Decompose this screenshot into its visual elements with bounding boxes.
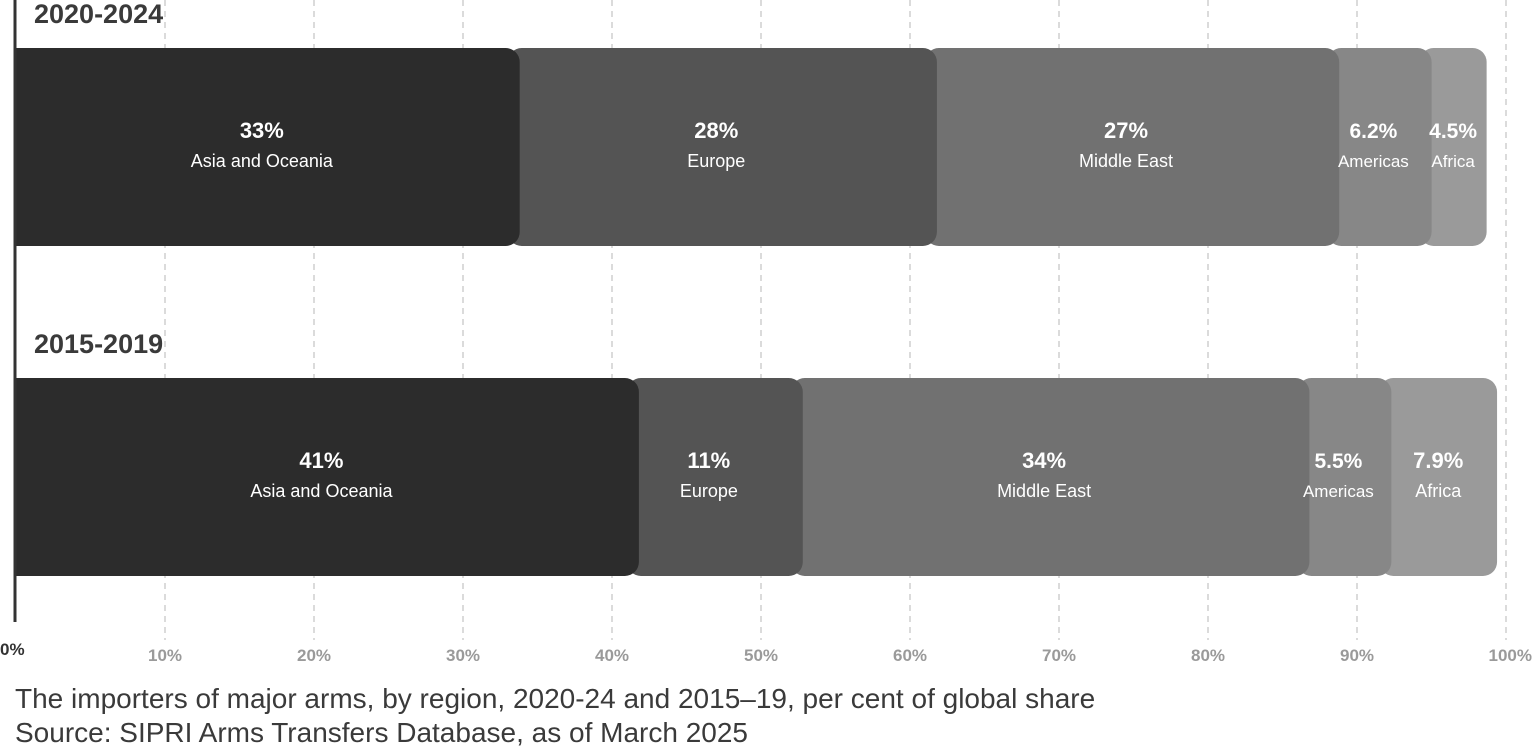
category-label: Americas bbox=[1303, 482, 1374, 501]
category-label: Africa bbox=[1431, 152, 1475, 171]
category-label: Africa bbox=[1415, 481, 1462, 501]
chart-caption: The importers of major arms, by region, … bbox=[15, 683, 1096, 714]
value-label: 34% bbox=[1022, 448, 1066, 473]
x-tick-label: 40% bbox=[595, 646, 629, 665]
bar-segment bbox=[924, 48, 1340, 246]
stacked-bar-chart: 2020-2024 33% Asia and Oceania 28% Europe 27%… bbox=[0, 0, 1532, 665]
bar-segment-edge bbox=[16, 48, 36, 246]
category-label: Asia and Oceania bbox=[191, 151, 334, 171]
category-label: Middle East bbox=[997, 481, 1091, 501]
x-tick-label: 50% bbox=[744, 646, 778, 665]
value-label: 41% bbox=[299, 448, 343, 473]
x-tick-label: 0% bbox=[0, 640, 25, 659]
group-title: 2020-2024 bbox=[34, 0, 163, 29]
x-tick-label: 60% bbox=[893, 646, 927, 665]
value-label: 7.9% bbox=[1413, 448, 1463, 473]
x-tick-label: 70% bbox=[1042, 646, 1076, 665]
group-title: 2015-2019 bbox=[34, 329, 163, 359]
value-label: 28% bbox=[694, 118, 738, 143]
value-label: 5.5% bbox=[1314, 450, 1362, 473]
category-label: Europe bbox=[687, 151, 745, 171]
x-tick-label: 30% bbox=[446, 646, 480, 665]
value-label: 4.5% bbox=[1429, 120, 1477, 143]
x-tick-label: 90% bbox=[1340, 646, 1374, 665]
category-label: Europe bbox=[680, 481, 738, 501]
x-tick-label: 100% bbox=[1489, 646, 1532, 665]
x-tick-label: 80% bbox=[1191, 646, 1225, 665]
x-tick-label: 20% bbox=[297, 646, 331, 665]
bar-segment bbox=[1327, 48, 1432, 246]
bar-segment bbox=[16, 378, 639, 576]
bar-segment bbox=[1379, 378, 1498, 576]
value-label: 27% bbox=[1104, 118, 1148, 143]
chart-source: Source: SIPRI Arms Transfers Database, a… bbox=[15, 717, 748, 748]
category-label: Americas bbox=[1338, 152, 1409, 171]
value-label: 11% bbox=[687, 448, 730, 473]
value-label: 33% bbox=[240, 118, 284, 143]
bar-segment bbox=[16, 48, 520, 246]
value-label: 6.2% bbox=[1349, 120, 1397, 143]
bar-segment-edge bbox=[16, 378, 36, 576]
category-label: Asia and Oceania bbox=[250, 481, 393, 501]
bar-segment bbox=[1297, 378, 1392, 576]
bar-segment bbox=[626, 378, 803, 576]
bar-segment bbox=[790, 378, 1310, 576]
bar-segment bbox=[507, 48, 937, 246]
bar-segment bbox=[1419, 48, 1487, 246]
x-tick-label: 10% bbox=[148, 646, 182, 665]
category-label: Middle East bbox=[1079, 151, 1173, 171]
